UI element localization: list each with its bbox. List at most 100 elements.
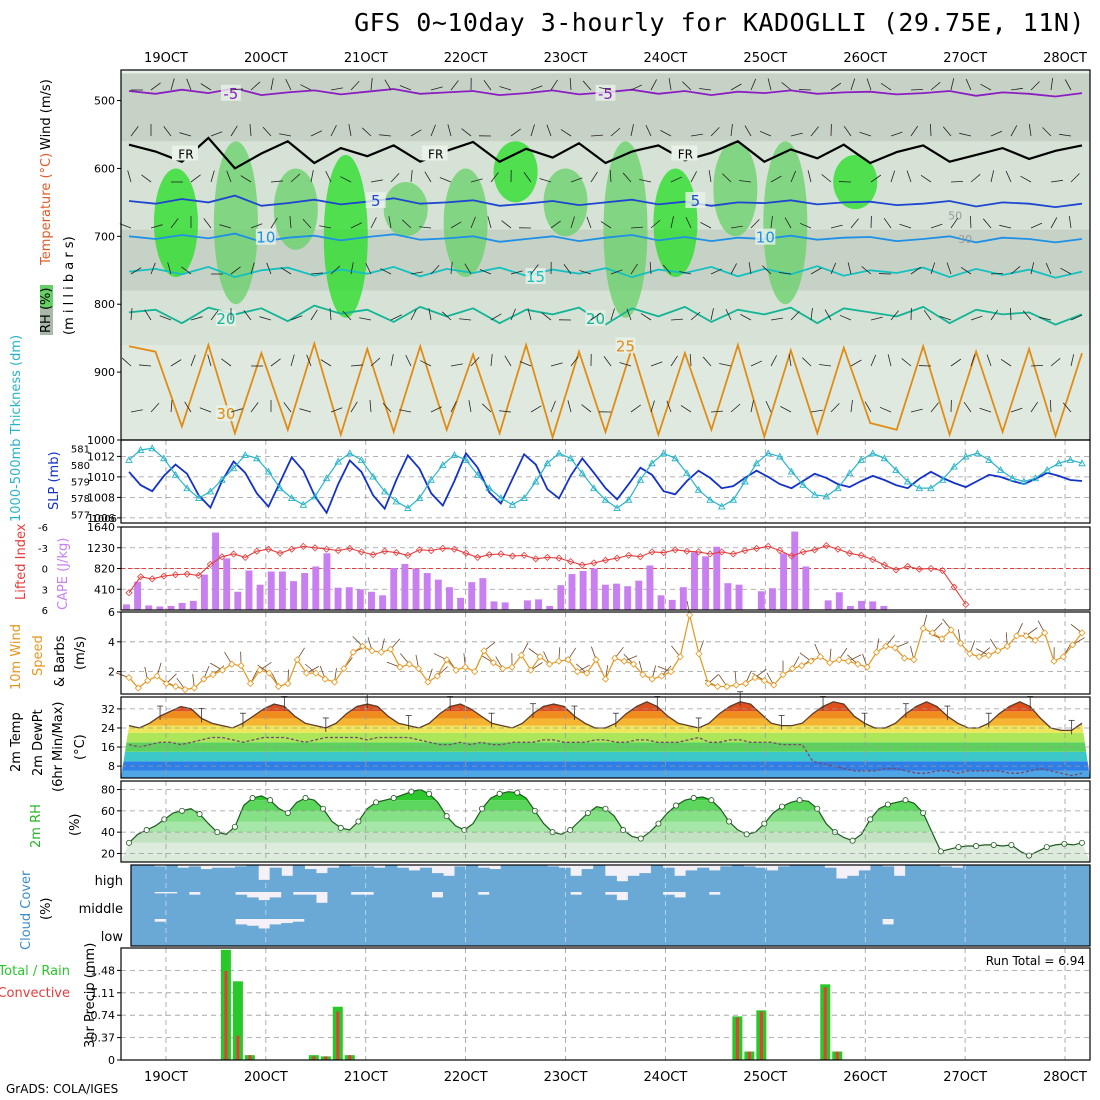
lifted-index-marker [415, 546, 424, 554]
lifted-index-marker [381, 547, 389, 555]
wind-barb [599, 87, 612, 91]
wind-barb [662, 264, 672, 275]
cape-bar [212, 532, 220, 610]
wind-barb [299, 408, 312, 413]
cloud-bar-middle [743, 892, 756, 919]
thickness-marker [996, 465, 1005, 473]
wind-barb [1022, 310, 1032, 321]
wind-barb [890, 131, 903, 137]
wind-speed-marker [648, 675, 656, 683]
wind-barb [784, 217, 792, 229]
y-tick-label: 600 [94, 162, 115, 175]
wind-barb [290, 315, 303, 321]
ylabel-millibars: (m i l l i b a r s) [62, 236, 77, 335]
y-tick-label: 0.74 [91, 1009, 116, 1022]
wind-barb [519, 361, 532, 367]
cloud-bar-middle [847, 892, 860, 919]
cloud-bar-middle [1009, 892, 1022, 919]
wind-barb [399, 85, 412, 91]
lifted-index-marker [346, 544, 354, 553]
cloud-bar-high [546, 866, 560, 892]
wind-barb [920, 174, 932, 183]
wind-barb [1030, 222, 1043, 229]
thickness-marker [624, 495, 633, 503]
wind-barb [739, 180, 752, 183]
cloud-bar-low [778, 919, 791, 946]
wind-speed-marker [555, 657, 563, 665]
thickness-marker [148, 444, 157, 452]
wind-barb [810, 409, 823, 413]
wind-barb [699, 88, 712, 91]
precip-convective-bar [835, 1051, 839, 1060]
y-tick-label: 700 [94, 230, 115, 243]
precip-convective-bar [348, 1055, 352, 1060]
contour-label-bg [365, 192, 386, 209]
wind-barb [450, 221, 462, 229]
thickness-marker [276, 484, 284, 492]
cloud-bar-low [662, 919, 675, 946]
lifted-index-marker [218, 553, 226, 561]
cloud-bar-middle [258, 900, 271, 919]
wind-barb [650, 361, 663, 367]
cloud-bar-middle [824, 892, 837, 919]
wind-barb [690, 133, 703, 137]
thickness-tick-label: 581 [71, 444, 90, 455]
wind-barb [382, 402, 392, 413]
cloud-bar-low [1055, 919, 1068, 946]
rh-moist-plume [653, 168, 698, 278]
thickness-marker [183, 484, 191, 492]
cape-bar [134, 581, 142, 610]
wind-barb [1060, 267, 1072, 275]
cloud-bar-middle [362, 894, 375, 919]
lifted-index-tick-label: -6 [38, 523, 48, 534]
wind-barb [879, 406, 892, 413]
wind-barb [262, 126, 272, 137]
wind-speed-marker [910, 656, 918, 664]
rh-marker [514, 789, 521, 796]
cape-bar [613, 583, 620, 610]
wind-barb [370, 179, 383, 183]
cloud-bar-high [974, 865, 987, 892]
cloud-bar-middle [708, 894, 721, 919]
cloud-bar-low [1020, 919, 1033, 946]
wind-speed-marker [125, 674, 133, 682]
contour-label: 25 [616, 337, 635, 355]
temp-color-band [121, 761, 1090, 771]
wind-barb [259, 316, 272, 321]
cloud-bar-low [593, 919, 606, 946]
cloud-bar-low [1043, 919, 1056, 946]
wind-speed-marker [994, 647, 1002, 655]
cape-bar [579, 571, 587, 610]
cloud-bar-low [708, 919, 721, 946]
rh-marker [196, 811, 203, 818]
cloud-bar-high [177, 867, 190, 892]
wind-barb [730, 225, 743, 229]
wind-barb [270, 358, 281, 367]
cloud-bar-low [754, 919, 768, 946]
cloud-bar-middle [905, 892, 918, 919]
wind-barb [119, 223, 132, 229]
wind-speed-marker [891, 644, 899, 652]
cloud-bar-low [1066, 919, 1080, 946]
wind-barb [330, 87, 343, 91]
wind-barb [1030, 81, 1040, 91]
wind-barb [450, 363, 463, 367]
freezing-label-bg [671, 145, 698, 161]
wind-speed-marker [274, 682, 283, 691]
cloud-bar-middle [442, 892, 456, 919]
cloud-bar-low [385, 919, 398, 946]
contour-label-bg [755, 228, 776, 245]
x-tick-label-top: 26OCT [843, 51, 887, 66]
cloud-bar-middle [131, 892, 144, 919]
lifted-index-line [128, 545, 967, 605]
ylabel-precip: 3hr Precip (mm) [83, 943, 98, 1048]
cape-bar [234, 591, 242, 610]
cloud-bar-high [870, 865, 883, 892]
ylabel-rh: RH (%) [39, 288, 54, 333]
lifted-index-marker [578, 561, 586, 569]
rh-marker [320, 805, 327, 812]
lifted-index-marker [195, 571, 203, 579]
thickness-marker [392, 497, 401, 505]
wind-barb [899, 223, 912, 229]
wind-barb [762, 265, 772, 275]
